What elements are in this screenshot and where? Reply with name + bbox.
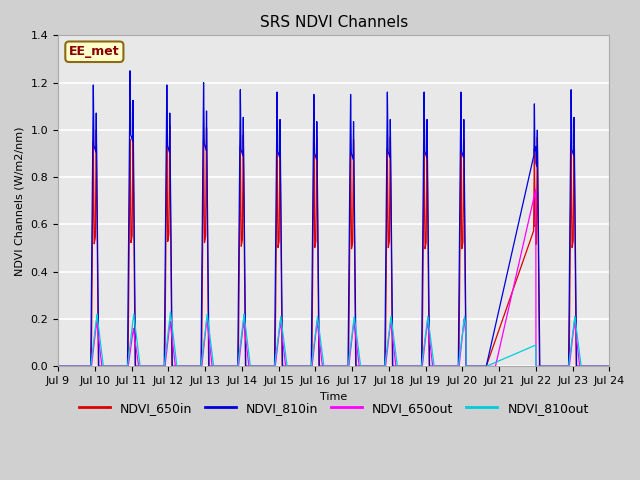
Legend: NDVI_650in, NDVI_810in, NDVI_650out, NDVI_810out: NDVI_650in, NDVI_810in, NDVI_650out, NDV… <box>74 396 594 420</box>
Line: NDVI_650in: NDVI_650in <box>58 125 609 366</box>
NDVI_650in <box>604 363 612 369</box>
NDVI_810out <box>605 363 613 369</box>
NDVI_650out <box>493 355 501 361</box>
NDVI_810out <box>604 363 612 369</box>
X-axis label: Time: Time <box>320 392 348 402</box>
NDVI_810in <box>529 158 536 164</box>
NDVI_810in <box>493 314 501 320</box>
NDVI_650out <box>218 363 226 369</box>
NDVI_650out <box>405 363 413 369</box>
NDVI_650out <box>364 363 371 369</box>
NDVI_810in <box>126 68 134 73</box>
NDVI_810out <box>166 309 174 315</box>
NDVI_810out <box>54 363 62 369</box>
NDVI_650out <box>605 363 613 369</box>
NDVI_810in <box>218 363 226 369</box>
NDVI_810in <box>364 363 371 369</box>
NDVI_810in <box>604 363 612 369</box>
NDVI_650in <box>364 363 371 369</box>
NDVI_810out <box>529 344 536 349</box>
NDVI_650out <box>604 363 612 369</box>
Y-axis label: NDVI Channels (W/m2/nm): NDVI Channels (W/m2/nm) <box>15 126 25 276</box>
Line: NDVI_810in: NDVI_810in <box>58 71 609 366</box>
NDVI_810out <box>218 363 226 369</box>
NDVI_650out <box>529 201 536 206</box>
Title: SRS NDVI Channels: SRS NDVI Channels <box>260 15 408 30</box>
NDVI_650in <box>218 363 226 369</box>
Text: EE_met: EE_met <box>69 45 120 58</box>
NDVI_810in <box>405 363 413 369</box>
NDVI_810out <box>405 363 413 369</box>
NDVI_650in <box>605 363 613 369</box>
Line: NDVI_650out: NDVI_650out <box>58 189 609 366</box>
NDVI_810in <box>605 363 613 369</box>
NDVI_650out <box>54 363 62 369</box>
NDVI_650in <box>405 363 413 369</box>
NDVI_650in <box>166 122 173 128</box>
NDVI_810in <box>54 363 62 369</box>
NDVI_810out <box>493 359 501 364</box>
NDVI_650in <box>54 363 62 369</box>
NDVI_650in <box>529 231 536 237</box>
NDVI_810out <box>364 363 371 369</box>
NDVI_650in <box>493 332 501 337</box>
NDVI_650out <box>532 186 540 192</box>
Line: NDVI_810out: NDVI_810out <box>58 312 609 366</box>
